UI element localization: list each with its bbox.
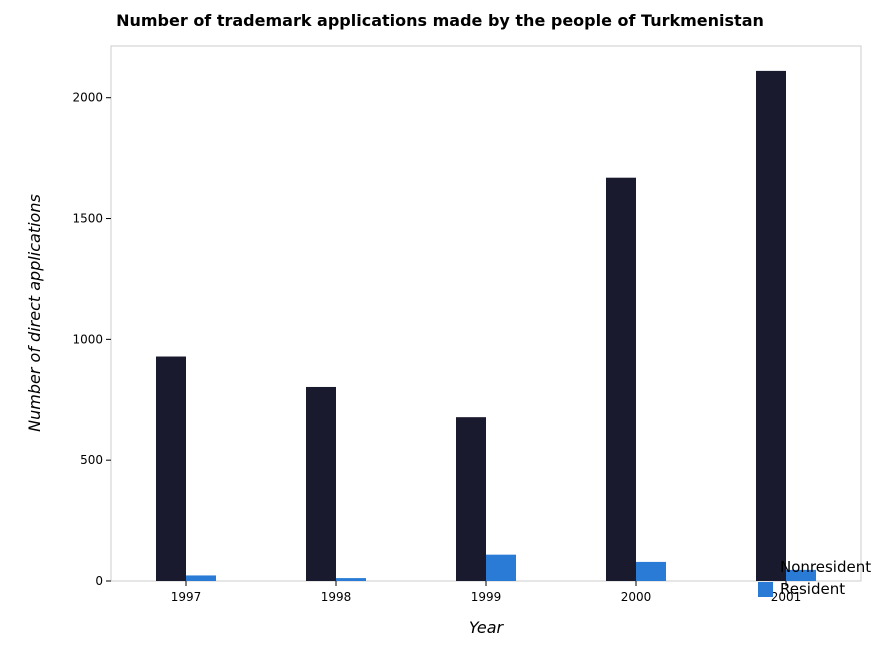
y-tick-label-0: 0 [95,574,103,588]
bar-nonresident-1997 [156,356,186,581]
chart-title: Number of trademark applications made by… [116,11,764,30]
bar-resident-2000 [636,561,666,581]
legend-swatch-nonresident [758,560,773,575]
bar-resident-2001 [786,569,816,581]
bar-resident-1999 [486,554,516,581]
y-tick-label-2000: 2000 [72,91,103,105]
legend-label-nonresident: Nonresident [780,558,871,576]
x-tick-label-1997: 1997 [171,590,202,604]
bars-group [156,70,816,581]
y-axis: 0 500 1000 1500 2000 [72,91,111,588]
legend: Nonresident Resident [758,558,871,598]
bar-nonresident-2001 [756,70,786,581]
bar-nonresident-1999 [456,417,486,581]
x-axis-label: Year [469,618,505,637]
bar-nonresident-1998 [306,386,336,581]
bar-resident-1997 [186,575,216,581]
y-tick-label-1000: 1000 [72,332,103,346]
legend-swatch-resident [758,582,773,597]
bar-nonresident-2000 [606,177,636,581]
bar-resident-1998 [336,578,366,581]
x-tick-label-2000: 2000 [621,590,652,604]
y-tick-label-1500: 1500 [72,212,103,226]
x-axis: 1997 1998 1999 2000 2001 [171,581,802,604]
x-tick-label-1998: 1998 [321,590,352,604]
y-tick-label-500: 500 [80,453,103,467]
x-tick-label-2001: 2001 [771,590,802,604]
y-axis-label: Number of direct applications [25,194,44,432]
legend-label-resident: Resident [780,580,845,598]
x-tick-label-1999: 1999 [471,590,502,604]
